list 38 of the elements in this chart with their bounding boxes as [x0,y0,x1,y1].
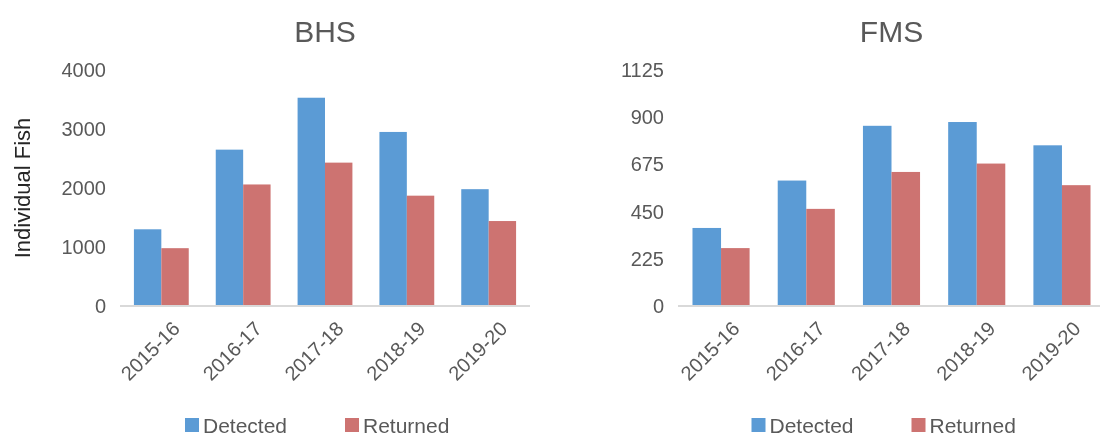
chart-title: FMS [859,15,924,48]
y-tick-label: 675 [630,153,664,176]
legend-label: Returned [929,414,1016,438]
legend-label: Returned [363,414,450,438]
bar [891,171,921,306]
bar [488,221,517,306]
chart-title: BHS [294,15,356,48]
y-tick-label: 1125 [620,59,664,81]
bar [161,248,189,306]
bar [806,208,835,306]
bar [1033,145,1062,306]
bar [461,189,489,306]
bar [379,131,407,306]
bar [243,184,271,306]
bar [721,248,750,306]
y-tick-label: 0 [94,295,106,317]
y-tick-label: 1000 [61,236,106,258]
bar [976,163,1006,306]
bar [297,97,325,306]
bar [1061,185,1091,306]
bar [948,122,977,306]
bar [133,229,162,306]
y-axis-title: Individual Fish [10,117,35,259]
bar [215,149,244,306]
bar [325,162,353,306]
y-tick-label: 900 [630,106,664,129]
y-tick-label: 450 [630,200,664,223]
bar [692,227,722,306]
bar [862,125,892,306]
legend-label: Detected [769,414,854,438]
y-tick-label: 2000 [61,177,106,199]
y-tick-label: 0 [652,295,664,317]
bar [406,195,435,306]
y-tick-label: 225 [630,247,664,270]
legend-label: Detected [203,414,288,438]
bar [777,180,807,306]
y-tick-label: 3000 [61,118,106,140]
y-tick-label: 4000 [61,59,106,81]
